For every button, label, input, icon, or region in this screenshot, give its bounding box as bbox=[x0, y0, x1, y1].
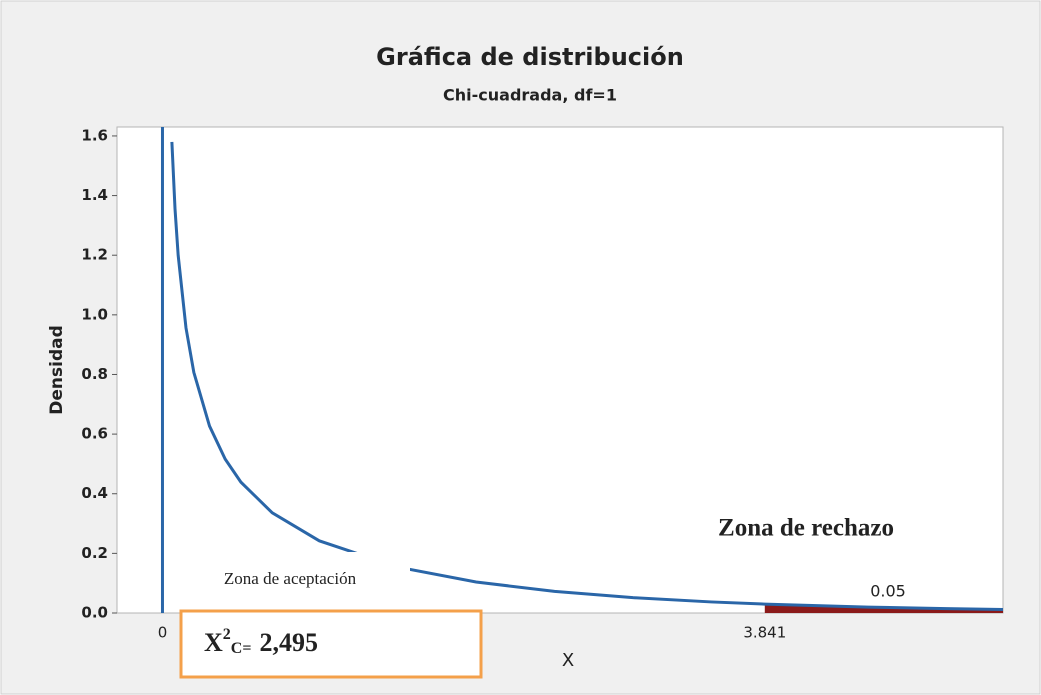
statistic-box bbox=[179, 609, 483, 679]
plot-area bbox=[116, 126, 1004, 614]
x-tick-label: 3.841 bbox=[743, 624, 786, 642]
statistic-symbol: X bbox=[204, 628, 223, 657]
y-axis-label: Densidad bbox=[47, 325, 67, 415]
statistic: X2C= 2,495 bbox=[204, 626, 318, 657]
density-curve bbox=[170, 141, 1004, 611]
y-tick-label: 1.6 bbox=[81, 126, 108, 144]
y-tick-label: 0.2 bbox=[81, 544, 108, 562]
acceptance-label: Zona de aceptación bbox=[224, 569, 357, 588]
alpha-label: 0.05 bbox=[870, 582, 906, 601]
y-tick-label: 0.6 bbox=[81, 425, 108, 443]
y-tick-label: 1.2 bbox=[81, 246, 108, 264]
statistic-sub: C= bbox=[231, 640, 252, 657]
chart-title: Gráfica de distribución bbox=[376, 43, 684, 71]
statistic-sup: 2 bbox=[223, 626, 231, 643]
y-tick-label: 0.8 bbox=[81, 365, 108, 383]
y-tick-label: 1.4 bbox=[81, 186, 108, 204]
x-axis-label: X bbox=[562, 650, 574, 671]
statistic-value: 2,495 bbox=[259, 628, 318, 657]
plot: 0.0 0.2 0.4 0.6 0.8 1.0 1.2 1.4 1.6 0 3.841 0.05 bbox=[81, 126, 1004, 642]
rejection-label: Zona de rechazo bbox=[718, 515, 894, 542]
y-tick-label: 0.4 bbox=[81, 484, 108, 502]
x-tick-label: 0 bbox=[158, 624, 168, 642]
chart-subtitle: Chi-cuadrada, df=1 bbox=[443, 86, 617, 105]
y-tick-label: 0.0 bbox=[81, 604, 108, 622]
y-tick-label: 1.0 bbox=[81, 305, 108, 323]
label-mask bbox=[176, 552, 410, 608]
